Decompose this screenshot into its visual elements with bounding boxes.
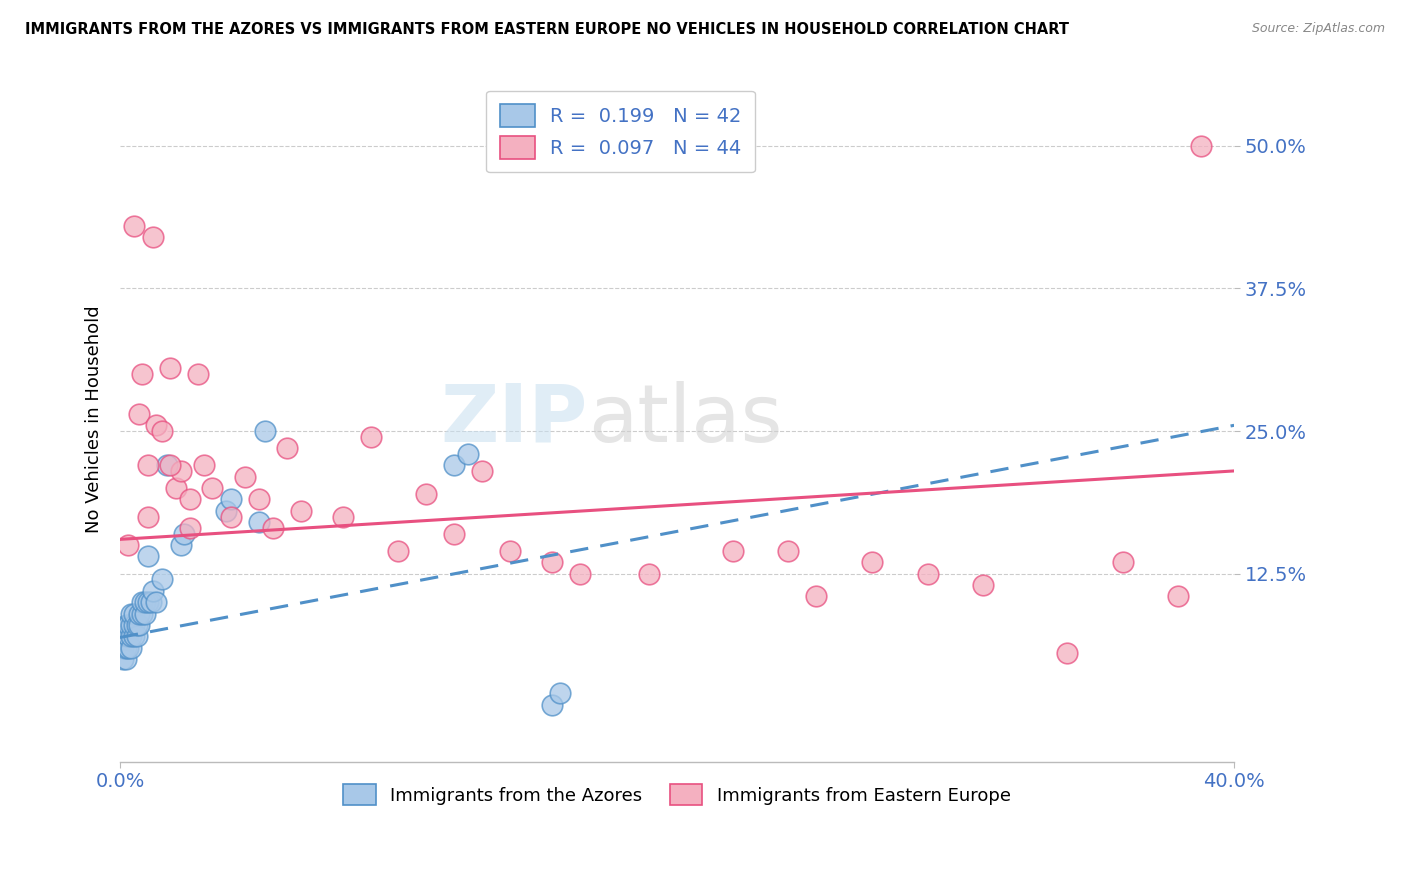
Point xyxy=(117,640,139,655)
Point xyxy=(150,572,173,586)
Point xyxy=(136,458,159,473)
Point xyxy=(415,487,437,501)
Point xyxy=(111,652,134,666)
Point xyxy=(540,698,562,712)
Point xyxy=(193,458,215,473)
Point xyxy=(721,543,744,558)
Point xyxy=(471,464,494,478)
Point xyxy=(443,526,465,541)
Point xyxy=(443,458,465,473)
Point xyxy=(122,618,145,632)
Point xyxy=(156,458,179,473)
Point xyxy=(128,407,150,421)
Point xyxy=(972,578,994,592)
Point xyxy=(387,543,409,558)
Point xyxy=(134,595,156,609)
Point xyxy=(540,555,562,569)
Point xyxy=(170,538,193,552)
Point xyxy=(173,526,195,541)
Point xyxy=(778,543,800,558)
Point xyxy=(114,618,136,632)
Point xyxy=(233,469,256,483)
Point xyxy=(145,418,167,433)
Point xyxy=(136,595,159,609)
Point xyxy=(125,618,148,632)
Point xyxy=(1056,647,1078,661)
Point xyxy=(128,607,150,621)
Point xyxy=(145,595,167,609)
Point xyxy=(136,509,159,524)
Point xyxy=(159,361,181,376)
Legend: Immigrants from the Azores, Immigrants from Eastern Europe: Immigrants from the Azores, Immigrants f… xyxy=(335,775,1019,814)
Point xyxy=(457,447,479,461)
Point xyxy=(917,566,939,581)
Text: Source: ZipAtlas.com: Source: ZipAtlas.com xyxy=(1251,22,1385,36)
Point xyxy=(548,686,571,700)
Point xyxy=(1167,590,1189,604)
Text: IMMIGRANTS FROM THE AZORES VS IMMIGRANTS FROM EASTERN EUROPE NO VEHICLES IN HOUS: IMMIGRANTS FROM THE AZORES VS IMMIGRANTS… xyxy=(25,22,1070,37)
Text: atlas: atlas xyxy=(588,381,782,458)
Y-axis label: No Vehicles in Household: No Vehicles in Household xyxy=(86,306,103,533)
Point xyxy=(114,652,136,666)
Point xyxy=(568,566,591,581)
Point xyxy=(1189,139,1212,153)
Point xyxy=(122,629,145,643)
Point xyxy=(139,595,162,609)
Point xyxy=(142,583,165,598)
Point xyxy=(111,640,134,655)
Point xyxy=(142,230,165,244)
Point xyxy=(150,424,173,438)
Point xyxy=(1111,555,1133,569)
Point xyxy=(165,481,187,495)
Point xyxy=(128,618,150,632)
Point xyxy=(170,464,193,478)
Point xyxy=(136,549,159,564)
Point xyxy=(134,607,156,621)
Point xyxy=(125,629,148,643)
Point xyxy=(360,430,382,444)
Point xyxy=(114,629,136,643)
Point xyxy=(290,504,312,518)
Point xyxy=(262,521,284,535)
Point xyxy=(806,590,828,604)
Point xyxy=(159,458,181,473)
Point xyxy=(247,515,270,529)
Point xyxy=(131,607,153,621)
Point xyxy=(499,543,522,558)
Point xyxy=(120,640,142,655)
Point xyxy=(253,424,276,438)
Point xyxy=(221,509,243,524)
Point xyxy=(120,629,142,643)
Point xyxy=(860,555,883,569)
Point xyxy=(187,367,209,381)
Point xyxy=(131,595,153,609)
Text: ZIP: ZIP xyxy=(440,381,588,458)
Point xyxy=(179,521,201,535)
Point xyxy=(215,504,238,518)
Point xyxy=(638,566,661,581)
Point xyxy=(117,538,139,552)
Point xyxy=(111,629,134,643)
Point xyxy=(221,492,243,507)
Point xyxy=(117,629,139,643)
Point xyxy=(122,607,145,621)
Point xyxy=(179,492,201,507)
Point xyxy=(114,640,136,655)
Point xyxy=(332,509,354,524)
Point xyxy=(131,367,153,381)
Point xyxy=(120,618,142,632)
Point xyxy=(247,492,270,507)
Point xyxy=(120,607,142,621)
Point xyxy=(122,219,145,233)
Point xyxy=(201,481,224,495)
Point xyxy=(117,618,139,632)
Point xyxy=(276,441,298,455)
